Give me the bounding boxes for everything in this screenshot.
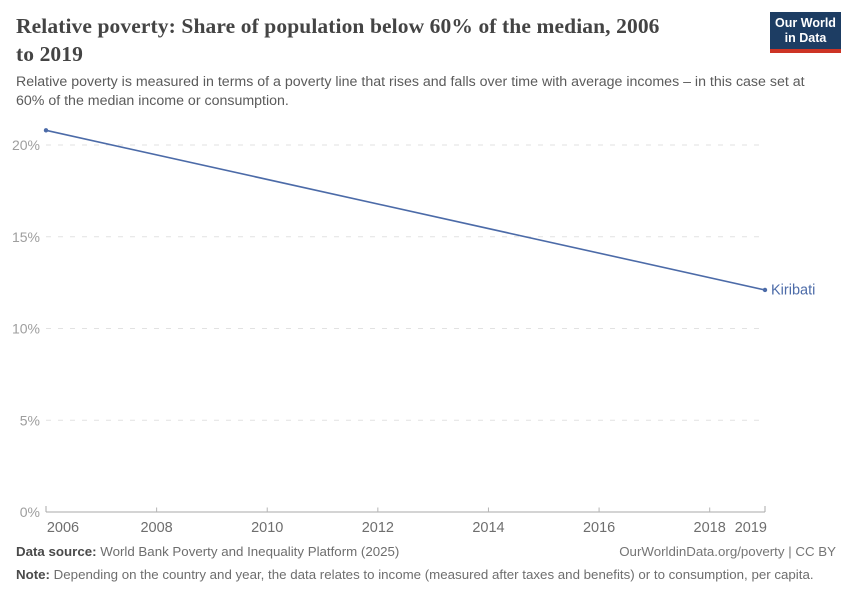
rights-link[interactable]: OurWorldinData.org/poverty | CC BY [619, 544, 836, 559]
x-tick-label-2006: 2006 [47, 520, 79, 536]
chart-title: Relative poverty: Share of population be… [16, 14, 660, 67]
logo-line2: in Data [784, 30, 827, 45]
chart-subtitle: Relative poverty is measured in terms of… [16, 74, 805, 109]
series-line-kiribati [45, 129, 766, 291]
series-point-2006 [43, 128, 49, 133]
x-tick-label-2012: 2012 [362, 520, 394, 536]
series-label-kiribati: Kiribati [771, 282, 815, 298]
x-tick-label-2018: 2018 [694, 520, 726, 536]
y-tick-label-20: 20% [12, 137, 40, 153]
owid-logo[interactable]: Our World in Data [770, 12, 841, 53]
x-tick-label-2019: 2019 [735, 520, 767, 536]
y-tick-label-5: 5% [20, 412, 40, 428]
note-text: Depending on the country and year, the d… [49, 566, 814, 582]
x-tick-label-2014: 2014 [472, 520, 504, 536]
note: Note: Depending on the country and year,… [16, 566, 836, 584]
y-tick-label-15: 15% [12, 229, 40, 245]
data-source: Data source: World Bank Poverty and Ineq… [16, 543, 399, 561]
x-tick-label-2010: 2010 [251, 520, 283, 536]
logo-line1: Our World [775, 15, 836, 30]
y-tick-label-10: 10% [12, 321, 40, 337]
series-point-2019 [762, 287, 768, 293]
data-source-text: World Bank Poverty and Inequality Platfo… [96, 544, 400, 559]
line-chart: 0% 5% 10% 15% 20% 2006 2008 2010 2012 2014 2016 201… [12, 128, 815, 536]
chart-footer: Data source: World Bank Poverty and Ineq… [16, 543, 836, 584]
x-tick-label-2016: 2016 [583, 520, 615, 536]
y-tick-label-0: 0% [20, 504, 40, 520]
note-label: Note: [16, 566, 50, 582]
x-tick-label-2008: 2008 [140, 520, 172, 536]
data-source-label: Data source: [16, 544, 97, 559]
